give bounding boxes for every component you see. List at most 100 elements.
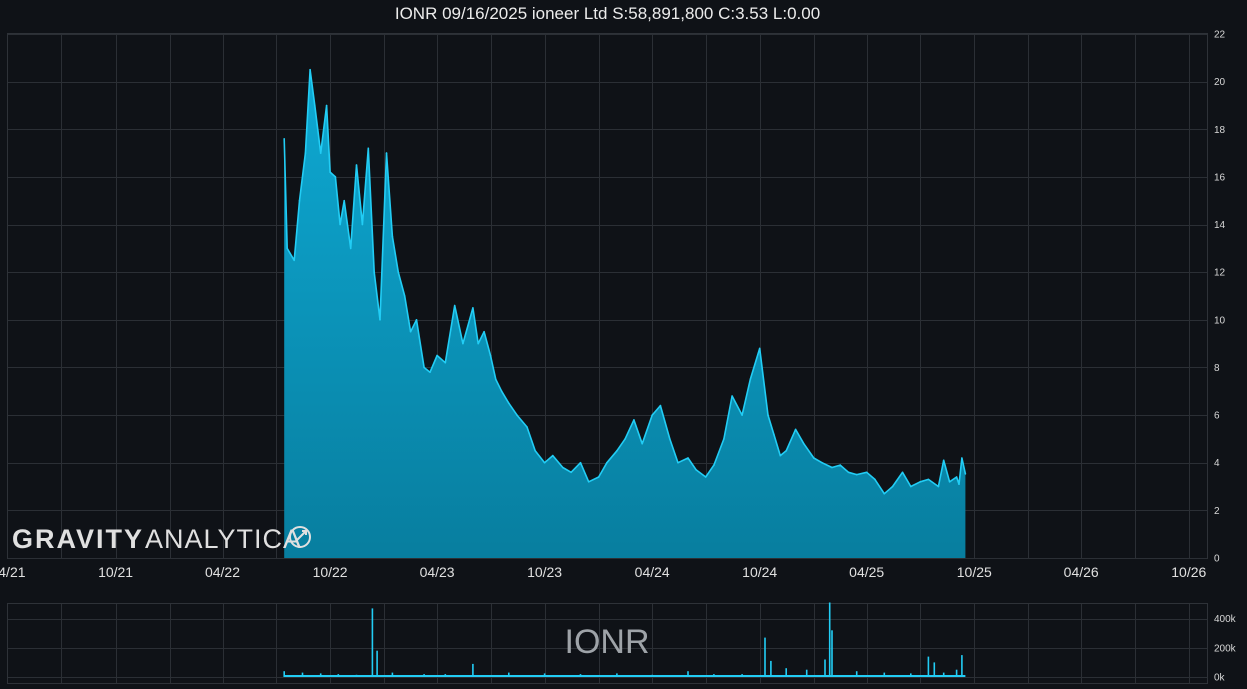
volume-plot-frame [7,603,1208,684]
price-point [562,466,564,469]
price-point [373,271,376,274]
y-tick-label: 0 [1214,554,1220,565]
price-area-fill [284,69,966,558]
price-point [669,438,671,440]
price-point [773,433,775,435]
price-point [964,473,967,475]
x-tick-label: 04/25 [849,564,884,580]
price-point [587,481,590,483]
price-point [477,342,480,345]
price-point [741,414,743,416]
price-point [695,469,697,471]
price-point [489,354,492,357]
price-point [534,450,536,452]
price-point [339,223,341,226]
volume-bar [764,637,766,677]
price-point [579,461,582,464]
price-point [325,104,328,107]
price-point [314,104,316,107]
y-tick-label: 18 [1214,125,1226,136]
volume-bar [770,660,772,677]
price-point [597,476,600,478]
price-point [334,176,337,178]
price-point [391,235,394,238]
price-point [883,492,886,495]
x-tick-label: 10/23 [527,564,562,580]
price-point [355,164,358,166]
price-area [283,68,967,558]
price-point [891,485,894,488]
volume-y-tick-label: 200k [1214,643,1237,654]
price-point [831,466,833,469]
volume-bar [283,671,285,677]
volume-bar [376,650,378,677]
price-point [874,478,876,481]
x-tick-label: 10/26 [1171,564,1206,580]
volume-bar [508,672,510,677]
price-point [516,414,518,416]
x-tick-label: 10/22 [313,564,348,580]
price-point [361,223,364,226]
volume-bar [927,656,930,677]
price-point [436,354,438,357]
price-point [749,378,752,381]
volume-bar [855,671,858,677]
price-point [910,485,912,488]
volume-bar [961,655,963,677]
volume-bar [371,608,374,677]
volume-bar [933,662,936,677]
x-tick-label: 04/22 [205,564,240,580]
price-point [379,319,381,321]
price-point [713,464,715,466]
price-point [543,461,546,464]
price-point [552,454,554,457]
y-tick-label: 14 [1214,220,1226,231]
price-point [767,414,769,416]
y-tick-label: 12 [1214,268,1226,279]
price-point [901,471,904,474]
price-point [283,138,286,140]
price-point [855,473,858,476]
price-point [839,464,841,466]
price-point [385,152,388,154]
price-point [803,442,805,445]
price-point [472,307,474,309]
price-point [309,68,311,71]
y-tick-label: 10 [1214,315,1226,326]
x-tick-label: 04/26 [1064,564,1099,580]
price-point [349,247,352,250]
volume-bar [828,602,831,677]
price-point [606,461,608,464]
price-point [779,454,782,457]
volume-bar [942,672,945,677]
price-point [304,152,307,154]
price-point [462,342,464,345]
price-point [758,347,761,350]
price-point [409,330,412,333]
y-axis: 0 2 4 6 8 10 12 14 16 18 20 22 [1214,30,1226,565]
chart-title: IONR 09/16/2025 ioneer Ltd S:58,891,800 … [394,4,821,23]
volume-bar [824,659,826,677]
price-point [641,442,643,445]
price-point [785,450,787,452]
price-point [659,404,662,407]
price-point [958,483,960,486]
x-tick-label: 10/24 [742,564,777,580]
price-point [286,247,289,250]
volume-bar [805,669,808,677]
price-point [423,366,425,369]
svg-text:ANALYTICA: ANALYTICA [145,524,302,554]
price-point [397,271,400,274]
volume-bar [472,663,474,677]
price-point [500,390,503,393]
volume-y-tick-label: 400k [1214,614,1237,625]
price-point [961,457,963,459]
price-point [570,471,572,474]
price-point [429,371,431,374]
price-point [343,199,346,202]
volume-bar [955,669,958,677]
price-point [677,461,679,464]
price-point [847,471,850,474]
